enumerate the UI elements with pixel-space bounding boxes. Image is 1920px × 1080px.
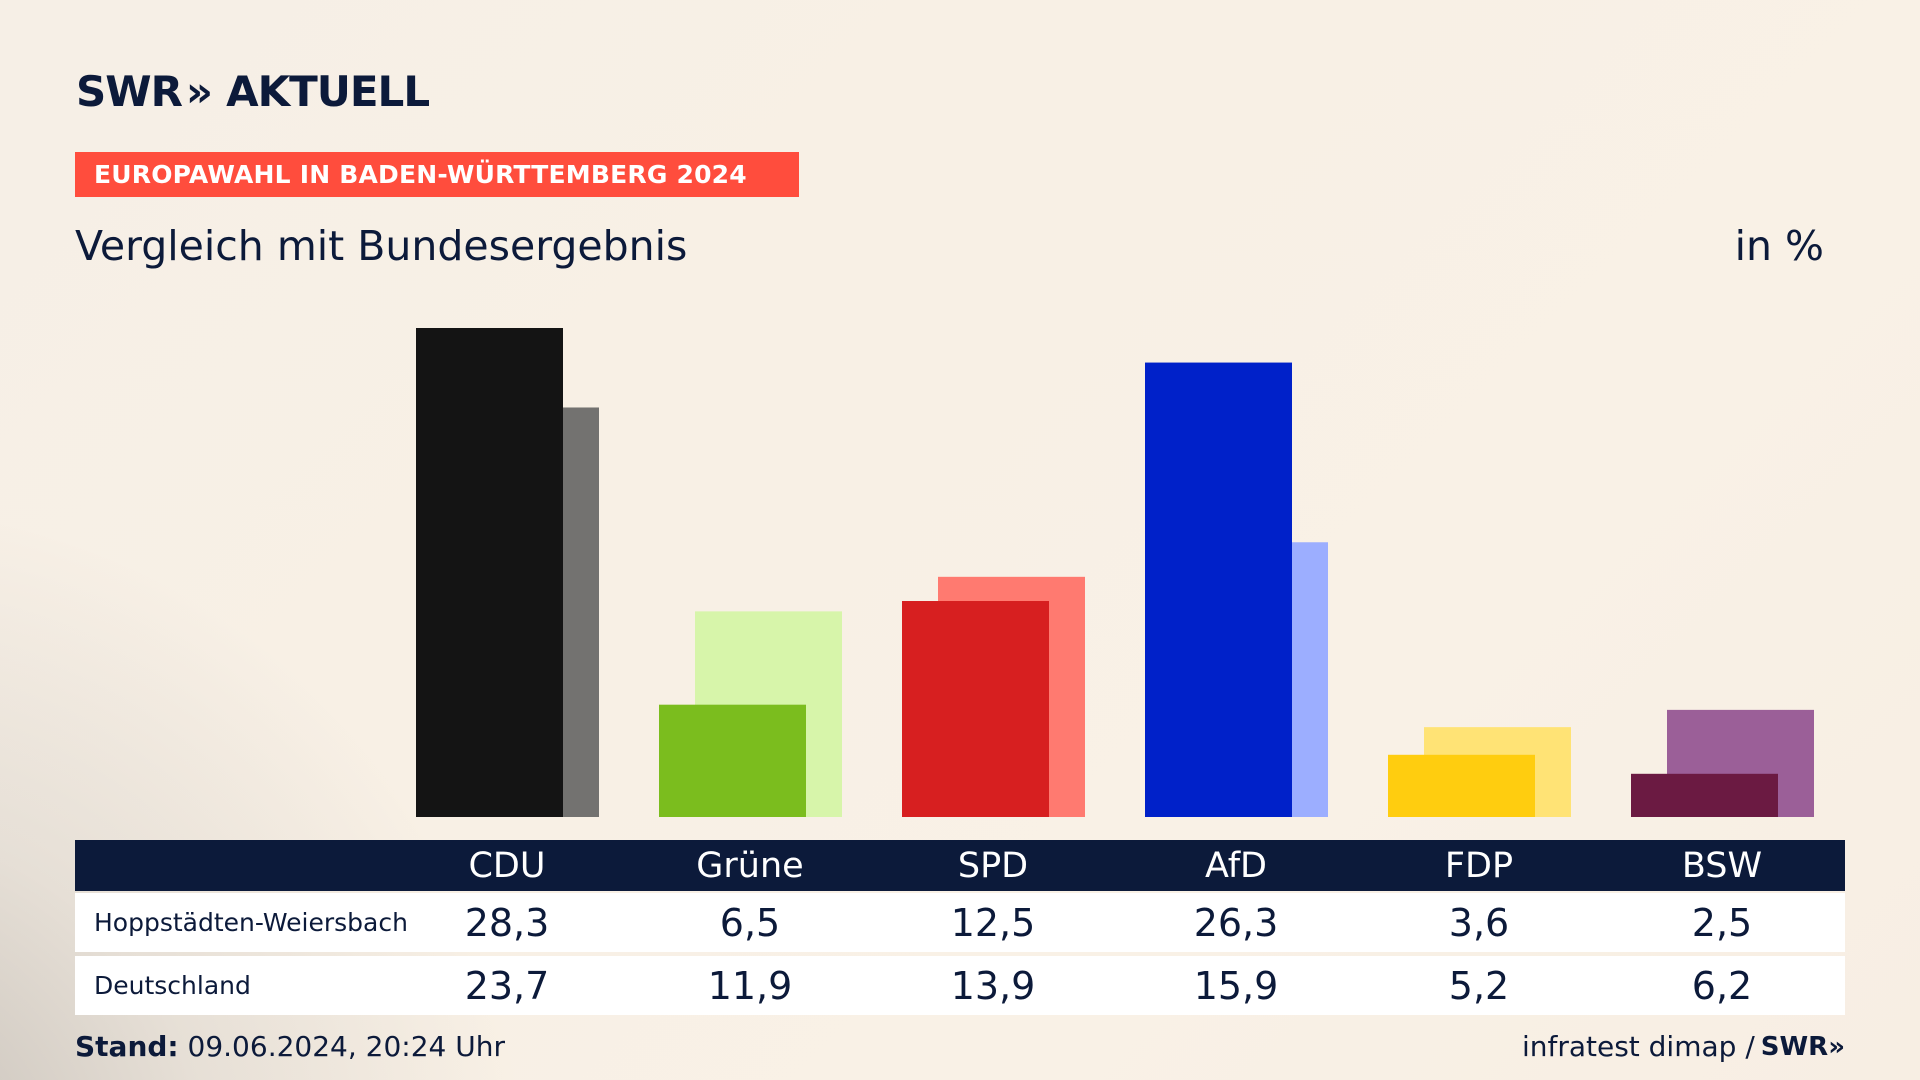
unit-label: in %	[1734, 222, 1824, 270]
category-label: AfD	[1205, 845, 1267, 886]
value-cell: 12,5	[950, 900, 1036, 945]
stand-label: Stand:	[75, 1030, 179, 1063]
logo-suffix: AKTUELL	[226, 66, 430, 116]
table-row: Hoppstädten-Weiersbach 28,3 6,5 12,5 26,…	[75, 893, 1845, 952]
value-cell: 5,2	[1448, 963, 1510, 1008]
source-credit: infratest dimap / SWR»	[1522, 1030, 1845, 1063]
value-cell: 3,6	[1448, 900, 1510, 945]
category-label: SPD	[957, 845, 1029, 886]
swr-aktuell-logo: SWR » AKTUELL	[76, 66, 430, 116]
bar-local-5	[1631, 773, 1778, 817]
value-cell: 28,3	[464, 900, 550, 945]
category-label: FDP	[1444, 845, 1514, 886]
value-cell: 15,9	[1193, 963, 1279, 1008]
category-label: Grüne	[696, 845, 804, 886]
swr-logo-small: SWR»	[1760, 1031, 1845, 1062]
timestamp: Stand: 09.06.2024, 20:24 Uhr	[75, 1030, 505, 1063]
source-text: infratest dimap /	[1521, 1030, 1755, 1063]
bar-local-3	[1145, 362, 1292, 817]
value-cell: 11,9	[707, 963, 793, 1008]
value-cell: 2,5	[1691, 900, 1753, 945]
value-cell: 6,5	[719, 900, 781, 945]
bar-local-4	[1388, 754, 1535, 817]
logo-text: SWR	[76, 66, 183, 116]
value-cell: 13,9	[950, 963, 1036, 1008]
logo-arrows-icon: »	[185, 66, 213, 116]
stand-value: 09.06.2024, 20:24 Uhr	[187, 1030, 505, 1063]
election-banner: EUROPAWAHL IN BADEN-WÜRTTEMBERG 2024	[75, 152, 799, 197]
category-label: BSW	[1681, 845, 1763, 886]
bar-chart	[416, 328, 1814, 817]
bar-local-0	[416, 328, 563, 817]
bar-local-1	[659, 704, 806, 817]
category-label: CDU	[468, 845, 546, 886]
chart-subtitle: Vergleich mit Bundesergebnis	[75, 222, 688, 270]
value-cell: 26,3	[1193, 900, 1279, 945]
row-label: Deutschland	[94, 971, 251, 1000]
bar-local-2	[902, 601, 1049, 817]
value-cell: 6,2	[1691, 963, 1753, 1008]
table-header: CDU Grüne SPD AfD FDP BSW	[75, 840, 1845, 891]
row-label: Hoppstädten-Weiersbach	[94, 908, 408, 937]
value-cell: 23,7	[464, 963, 550, 1008]
table-row: Deutschland 23,7 11,9 13,9 15,9 5,2 6,2	[75, 956, 1845, 1015]
